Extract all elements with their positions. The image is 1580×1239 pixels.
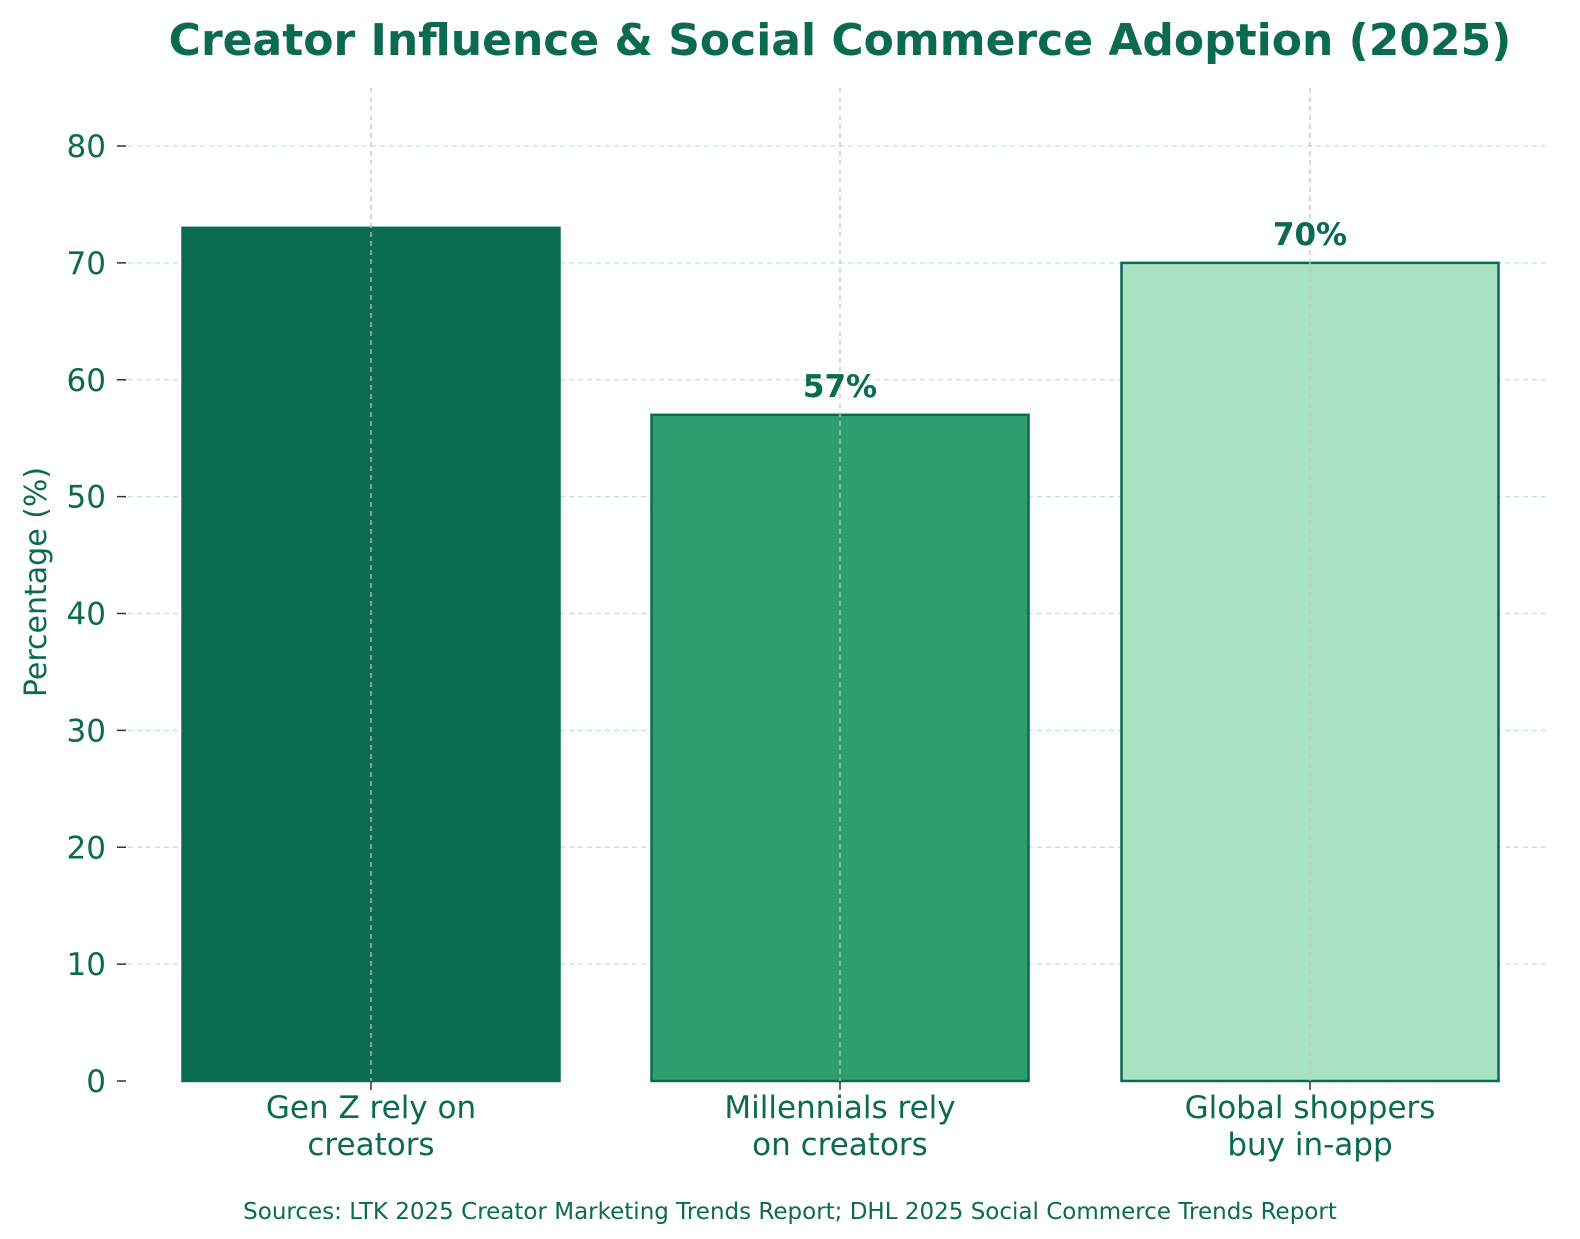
x-tick-label-2-line-1: Millennials rely (724, 1090, 955, 1126)
y-tick-label-0: 0 (86, 1064, 106, 1100)
data-label-2: 57% (803, 369, 877, 405)
y-tick-label-30: 30 (67, 713, 106, 749)
chart-title: Creator Influence & Social Commerce Adop… (169, 15, 1512, 66)
y-axis: 0 10 20 30 40 50 60 70 80 (67, 129, 126, 1100)
y-tick-label-40: 40 (67, 597, 106, 633)
y-tick-label-80: 80 (67, 129, 106, 165)
x-tick-label-3-line-1: Global shoppers (1185, 1090, 1436, 1126)
x-tick-label-2-line-2: on creators (752, 1127, 928, 1163)
vertical-gridlines (370, 88, 1311, 1081)
source-footnote: Sources: LTK 2025 Creator Marketing Tren… (243, 1199, 1337, 1225)
y-tick-label-70: 70 (67, 246, 106, 282)
y-axis-label: Percentage (%) (19, 467, 54, 697)
x-tick-label-1-line-2: creators (307, 1127, 434, 1163)
y-tick-label-20: 20 (67, 830, 106, 866)
x-tick-label-3-line-2: buy in-app (1227, 1127, 1392, 1163)
x-tick-label-1-line-1: Gen Z rely on (266, 1090, 476, 1126)
data-labels: 57% 70% (803, 217, 1347, 405)
data-label-3: 70% (1273, 217, 1347, 253)
y-tick-label-50: 50 (67, 480, 106, 516)
y-tick-label-10: 10 (67, 947, 106, 983)
y-tick-label-60: 60 (67, 363, 106, 399)
